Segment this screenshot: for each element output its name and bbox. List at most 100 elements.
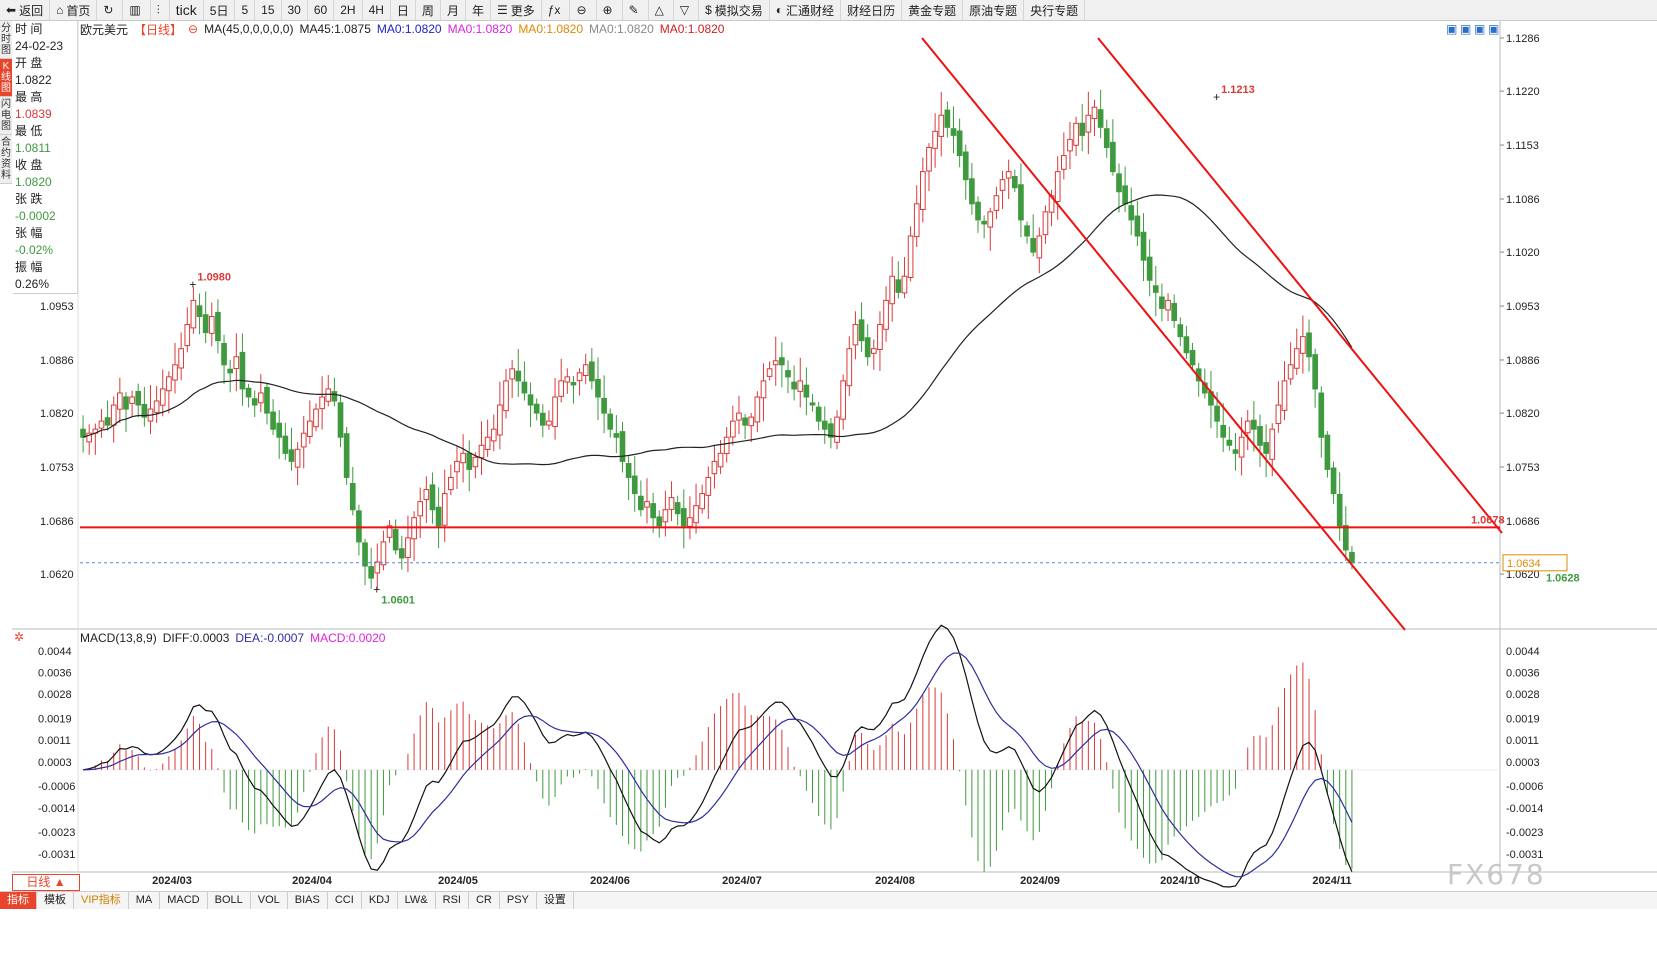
toolbar-oil-button[interactable]: 原油专题	[963, 0, 1025, 20]
candle-body[interactable]	[227, 368, 234, 374]
candle-body[interactable]	[300, 432, 307, 448]
toolbar-m60-button[interactable]: 60	[308, 0, 335, 20]
toolbar-down-button[interactable]: ▽	[674, 0, 700, 20]
candle-body[interactable]	[490, 428, 497, 442]
candle-body[interactable]	[172, 364, 178, 381]
candle-body[interactable]	[1146, 256, 1153, 281]
toolbar-year-button[interactable]: 年	[466, 0, 491, 20]
candle-body[interactable]	[159, 388, 166, 406]
candle-body[interactable]	[282, 435, 289, 454]
toolbar-m5-button[interactable]: 5	[235, 0, 256, 20]
candle-body[interactable]	[423, 489, 430, 500]
candle-body[interactable]	[221, 342, 227, 366]
candle-body[interactable]	[969, 178, 975, 205]
candle-body[interactable]	[1116, 173, 1122, 193]
candle-body[interactable]	[772, 360, 779, 366]
tab-kdj[interactable]: KDJ	[362, 892, 398, 909]
candle-body[interactable]	[828, 423, 834, 438]
candle-body[interactable]	[1067, 138, 1073, 152]
candle-body[interactable]	[86, 432, 93, 443]
candle-body[interactable]	[1287, 364, 1294, 380]
candle-body[interactable]	[392, 529, 399, 551]
candle-body[interactable]	[1165, 299, 1171, 311]
candle-body[interactable]	[889, 275, 896, 305]
candle-body[interactable]	[104, 417, 111, 426]
candle-body[interactable]	[270, 411, 276, 430]
candle-body[interactable]	[521, 381, 528, 394]
chart-tool-icon-0[interactable]: ▣	[1446, 22, 1457, 36]
side-tab-0[interactable]: 分时图	[0, 21, 12, 59]
candle-body[interactable]	[319, 396, 325, 410]
candle-body[interactable]	[1232, 449, 1239, 454]
candle-body[interactable]	[1024, 225, 1030, 237]
toolbar-m30-button[interactable]: 30	[282, 0, 308, 20]
candle-body[interactable]	[1091, 106, 1098, 120]
tab-macd[interactable]: MACD	[160, 892, 208, 909]
toolbar-huitong-button[interactable]: ◐ 汇通财经	[770, 0, 842, 20]
candle-body[interactable]	[1036, 235, 1043, 259]
tab-template[interactable]: 模板	[37, 892, 74, 909]
toolbar-day-button[interactable]: 日	[391, 0, 416, 20]
candle-body[interactable]	[454, 460, 460, 473]
toolbar-formula-button[interactable]: ƒx	[542, 0, 571, 20]
candle-body[interactable]	[343, 433, 350, 478]
candle-body[interactable]	[1318, 392, 1325, 438]
candle-body[interactable]	[883, 299, 889, 330]
candle-body[interactable]	[503, 380, 509, 412]
toolbar-bar-style-button[interactable]: ▥	[123, 0, 151, 20]
tab-lwr[interactable]: LW&	[398, 892, 436, 909]
candle-body[interactable]	[558, 380, 565, 397]
candle-body[interactable]	[362, 542, 368, 567]
candle-body[interactable]	[276, 422, 283, 438]
candle-body[interactable]	[662, 509, 669, 523]
candle-body[interactable]	[460, 452, 466, 464]
toolbar-home-button[interactable]: ⌂ 首页	[50, 0, 98, 20]
candle-body[interactable]	[380, 541, 387, 566]
candle-body[interactable]	[1336, 493, 1343, 527]
candle-body[interactable]	[993, 195, 1000, 211]
candle-body[interactable]	[687, 517, 693, 527]
candle-body[interactable]	[693, 505, 699, 524]
candle-body[interactable]	[1079, 122, 1086, 136]
candle-body[interactable]	[1085, 114, 1092, 133]
candle-body[interactable]	[356, 510, 362, 543]
candle-body[interactable]	[1275, 404, 1282, 424]
toolbar-zoom-out-button[interactable]: ⊖	[570, 0, 597, 20]
candle-body[interactable]	[1189, 349, 1196, 366]
candle-body[interactable]	[650, 503, 656, 519]
candle-body[interactable]	[405, 537, 411, 558]
candle-body[interactable]	[386, 525, 393, 538]
candle-body[interactable]	[80, 428, 86, 438]
tab-settings[interactable]: 设置	[537, 892, 574, 909]
candle-body[interactable]	[1177, 324, 1184, 338]
candle-body[interactable]	[429, 484, 436, 511]
toolbar-h2-button[interactable]: 2H	[334, 0, 363, 20]
tab-cci[interactable]: CCI	[328, 892, 362, 909]
chart-tool-icon-3[interactable]: ▣	[1488, 22, 1499, 36]
toolbar-h4-button[interactable]: 4H	[363, 0, 391, 20]
candle-body[interactable]	[331, 391, 338, 402]
candle-body[interactable]	[509, 368, 515, 380]
candle-body[interactable]	[1324, 434, 1331, 470]
candle-body[interactable]	[723, 436, 730, 455]
candle-body[interactable]	[1342, 525, 1349, 551]
candle-body[interactable]	[251, 398, 258, 406]
macd-settings-icon[interactable]: ✲	[14, 630, 24, 644]
candle-body[interactable]	[515, 370, 522, 382]
toolbar-zoom-in-button[interactable]: ⊕	[597, 0, 623, 20]
candle-body[interactable]	[1018, 184, 1024, 221]
candle-body[interactable]	[417, 501, 424, 517]
candle-body[interactable]	[1103, 128, 1110, 148]
candle-body[interactable]	[858, 319, 865, 342]
candle-body[interactable]	[705, 476, 712, 496]
candle-body[interactable]	[208, 315, 215, 334]
candle-body[interactable]	[349, 483, 356, 511]
candle-body[interactable]	[975, 201, 981, 221]
candle-body[interactable]	[288, 449, 295, 462]
candle-body[interactable]	[1251, 419, 1257, 430]
candle-body[interactable]	[601, 397, 607, 414]
candle-body[interactable]	[1140, 231, 1147, 261]
toolbar-week-button[interactable]: 周	[416, 0, 441, 20]
candle-body[interactable]	[864, 337, 871, 358]
candle-body[interactable]	[668, 497, 675, 510]
